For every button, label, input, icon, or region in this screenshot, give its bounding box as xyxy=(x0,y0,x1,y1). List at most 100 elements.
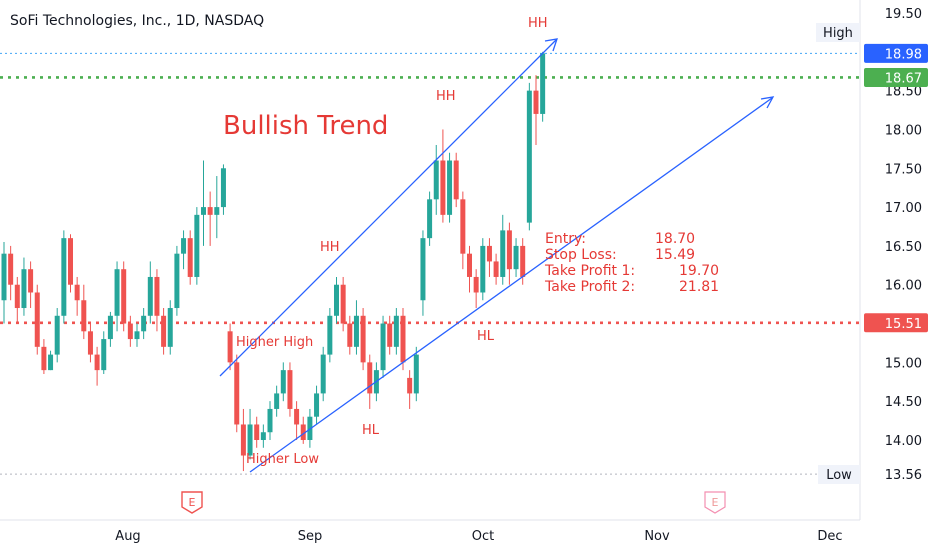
candle-body xyxy=(21,269,27,309)
candle-body xyxy=(101,339,107,371)
price-axis-ticks: 19.5019.0018.5018.0017.5017.0016.5016.00… xyxy=(885,7,922,449)
price-tag-high-bg xyxy=(864,43,928,63)
price-axis-area xyxy=(860,0,932,550)
candle-body xyxy=(447,160,453,215)
price-tick-label: 16.00 xyxy=(885,279,922,294)
candle-body xyxy=(360,315,366,363)
candle-body xyxy=(1,253,7,301)
candle-body xyxy=(513,245,519,270)
candle-body xyxy=(433,160,439,200)
lower-trend-line[interactable] xyxy=(249,97,773,473)
pattern-label-higher-low: Higher Low xyxy=(246,452,319,467)
high-tag-bg xyxy=(816,23,860,42)
price-tag-red: 15.51 xyxy=(885,317,922,332)
candle-body xyxy=(220,168,226,208)
candle-body xyxy=(427,199,433,239)
take-profit-2-value: 21.81 xyxy=(679,279,719,295)
candle-body xyxy=(14,284,20,309)
take-profit-1-value: 19.70 xyxy=(679,263,719,279)
pattern-label-hh-mid: HH xyxy=(436,89,456,104)
earnings-letter-oct: E xyxy=(712,496,719,509)
candle-body xyxy=(181,238,187,254)
candle-body xyxy=(207,207,213,215)
candle-body xyxy=(453,160,459,200)
pattern-label-hh-left: HH xyxy=(320,240,340,255)
candle-body xyxy=(234,362,240,425)
price-tick-label: 14.50 xyxy=(885,395,922,410)
candle-body xyxy=(74,284,80,301)
candle-body xyxy=(347,323,353,347)
candle-body xyxy=(28,269,34,293)
candle-body xyxy=(147,276,153,316)
upper-trend-line[interactable] xyxy=(219,39,557,377)
candle-body xyxy=(68,238,73,285)
price-tick-label: 16.50 xyxy=(885,240,922,255)
candle-body xyxy=(407,377,413,394)
candle-body xyxy=(61,238,67,316)
candle-body xyxy=(214,207,220,215)
candle-body xyxy=(400,315,406,363)
candle-body xyxy=(240,424,246,456)
candle-body xyxy=(254,424,260,440)
earnings-marker-oct[interactable]: E xyxy=(704,491,726,514)
candle-body xyxy=(34,292,40,347)
candle-body xyxy=(480,245,486,293)
candle-body xyxy=(486,245,492,262)
time-tick-label: Dec xyxy=(817,529,842,544)
candle-body xyxy=(493,261,499,277)
candle-body xyxy=(467,253,472,277)
candle-body xyxy=(314,393,320,417)
candle-body xyxy=(194,214,200,277)
pattern-label-hl-right: HL xyxy=(477,329,495,344)
candle-body xyxy=(81,300,87,332)
high-tag: High xyxy=(823,26,853,41)
trend-lines xyxy=(219,38,775,473)
candle-body xyxy=(506,230,512,270)
low-tag-bg xyxy=(818,465,860,484)
candle-body xyxy=(280,370,286,394)
price-tick-label: 17.50 xyxy=(885,162,922,177)
candle-body xyxy=(161,315,167,347)
low-tag: Low xyxy=(826,468,852,483)
candles xyxy=(1,51,546,472)
price-tag-green: 18.67 xyxy=(885,71,922,86)
candle-body xyxy=(8,253,14,285)
candle-body xyxy=(367,362,373,394)
pattern-label-hl-left: HL xyxy=(362,423,380,438)
candle-body xyxy=(526,90,532,223)
plot-area xyxy=(0,0,860,520)
headline-label: Bullish Trend xyxy=(223,111,388,141)
candle-body xyxy=(260,432,266,440)
candle-body xyxy=(187,238,193,277)
candle-body xyxy=(167,308,173,347)
earnings-letter-aug: E xyxy=(189,496,196,509)
candle-body xyxy=(141,315,147,332)
candle-body xyxy=(127,323,133,340)
candle-body xyxy=(540,53,546,114)
time-axis-ticks: Aug Sep Oct Nov Dec xyxy=(115,529,842,544)
time-tick-label: Sep xyxy=(298,529,323,544)
take-profit-1-label: Take Profit 1: xyxy=(544,263,635,279)
candle-body xyxy=(201,207,206,215)
lower-trend-arrowhead xyxy=(760,96,775,109)
price-tick-label: 19.50 xyxy=(885,7,922,22)
candle-body xyxy=(300,424,306,440)
earnings-marker-aug[interactable]: E xyxy=(181,491,203,514)
earnings-badge-aug xyxy=(181,491,203,514)
candle-body xyxy=(48,354,54,371)
candle-body xyxy=(473,276,479,293)
candle-body xyxy=(533,90,539,114)
horizontal-lines xyxy=(0,52,860,475)
candle-body xyxy=(353,315,359,347)
candle-body xyxy=(500,230,506,277)
candle-body xyxy=(41,346,47,371)
pattern-label-higher-high: Higher High xyxy=(236,335,313,350)
time-tick-label: Nov xyxy=(644,529,670,544)
stop-loss-label: Stop Loss: xyxy=(545,247,617,263)
price-tick-label: 18.00 xyxy=(885,123,922,138)
candle-body xyxy=(247,424,253,456)
candle-body xyxy=(267,408,273,433)
candle-body xyxy=(107,315,113,340)
